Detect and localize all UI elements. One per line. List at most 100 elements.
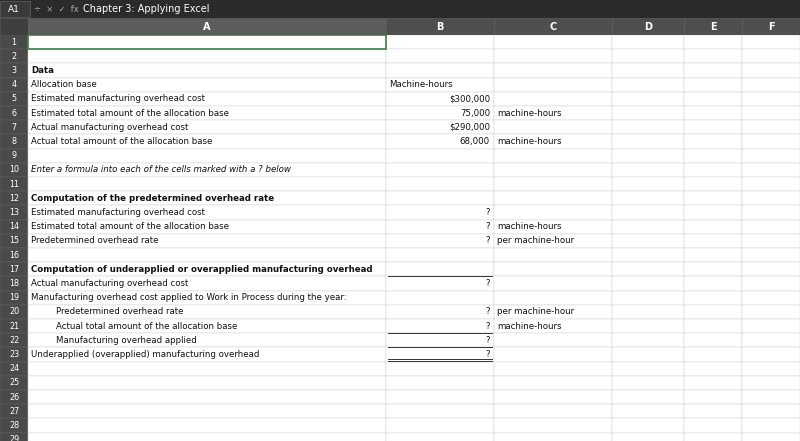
Bar — [742, 35, 800, 49]
Text: 22: 22 — [9, 336, 19, 345]
Text: Allocation base: Allocation base — [31, 80, 97, 89]
Bar — [742, 234, 800, 248]
Bar — [0, 277, 28, 291]
Bar — [742, 333, 800, 348]
Text: Actual manufacturing overhead cost: Actual manufacturing overhead cost — [31, 123, 188, 132]
Bar — [494, 106, 612, 120]
Text: ?: ? — [486, 307, 490, 316]
Text: $300,000: $300,000 — [449, 94, 490, 103]
Bar — [0, 390, 28, 404]
Bar — [684, 163, 742, 177]
Bar — [742, 348, 800, 362]
Bar — [612, 419, 684, 433]
Bar — [0, 64, 28, 78]
Bar — [742, 291, 800, 305]
Bar — [684, 135, 742, 149]
Bar — [494, 135, 612, 149]
Bar — [0, 35, 28, 49]
Bar — [742, 191, 800, 206]
Text: Predetermined overhead rate: Predetermined overhead rate — [31, 236, 158, 245]
Bar — [386, 305, 494, 319]
Text: 14: 14 — [9, 222, 19, 231]
Bar — [28, 234, 386, 248]
Bar — [0, 220, 28, 234]
Bar — [612, 262, 684, 277]
Bar — [386, 262, 494, 277]
Bar — [28, 18, 386, 35]
Text: E: E — [710, 22, 716, 31]
Text: 18: 18 — [9, 279, 19, 288]
Bar — [742, 404, 800, 419]
Bar — [386, 234, 494, 248]
Text: ?: ? — [486, 279, 490, 288]
Text: machine-hours: machine-hours — [497, 137, 562, 146]
Bar — [386, 177, 494, 191]
Bar — [28, 220, 386, 234]
Bar — [742, 177, 800, 191]
Bar — [386, 120, 494, 135]
Bar — [612, 78, 684, 92]
Bar — [28, 262, 386, 277]
Bar — [612, 220, 684, 234]
Bar — [494, 376, 612, 390]
Bar — [612, 305, 684, 319]
Bar — [28, 135, 386, 149]
Text: Machine-hours: Machine-hours — [389, 80, 453, 89]
Text: 10: 10 — [9, 165, 19, 174]
Bar — [0, 305, 28, 319]
Bar — [684, 191, 742, 206]
Bar — [28, 35, 386, 49]
Bar — [742, 277, 800, 291]
Bar — [0, 376, 28, 390]
Bar — [386, 404, 494, 419]
Bar — [386, 163, 494, 177]
Bar — [684, 277, 742, 291]
Bar — [612, 92, 684, 106]
Bar — [742, 248, 800, 262]
Text: Estimated total amount of the allocation base: Estimated total amount of the allocation… — [31, 222, 229, 231]
Bar — [684, 177, 742, 191]
Bar — [742, 362, 800, 376]
Bar — [494, 35, 612, 49]
Bar — [612, 206, 684, 220]
Bar — [0, 177, 28, 191]
Bar — [28, 64, 386, 78]
Bar — [386, 319, 494, 333]
Bar — [28, 362, 386, 376]
Bar — [0, 149, 28, 163]
Bar — [612, 319, 684, 333]
Text: 19: 19 — [9, 293, 19, 302]
Bar — [612, 362, 684, 376]
Bar — [612, 18, 684, 35]
Bar — [0, 333, 28, 348]
Bar — [684, 433, 742, 441]
Text: Manufacturing overhead applied: Manufacturing overhead applied — [45, 336, 197, 345]
Bar — [28, 35, 386, 49]
Text: 68,000: 68,000 — [460, 137, 490, 146]
Text: A1: A1 — [8, 4, 20, 14]
Text: B: B — [436, 22, 444, 31]
Bar — [494, 78, 612, 92]
Text: 24: 24 — [9, 364, 19, 373]
Bar — [494, 120, 612, 135]
Bar — [684, 333, 742, 348]
Bar — [386, 92, 494, 106]
Bar — [0, 106, 28, 120]
Bar — [684, 149, 742, 163]
Bar — [386, 18, 494, 35]
Bar — [386, 149, 494, 163]
Bar — [386, 135, 494, 149]
Bar — [494, 419, 612, 433]
Bar — [386, 64, 494, 78]
Bar — [742, 78, 800, 92]
Text: ?: ? — [486, 236, 490, 245]
Bar — [28, 78, 386, 92]
Bar — [386, 49, 494, 64]
Bar — [612, 376, 684, 390]
Bar — [612, 163, 684, 177]
Bar — [742, 305, 800, 319]
Bar — [0, 262, 28, 277]
Bar — [742, 419, 800, 433]
Text: 13: 13 — [9, 208, 19, 217]
Bar — [742, 262, 800, 277]
